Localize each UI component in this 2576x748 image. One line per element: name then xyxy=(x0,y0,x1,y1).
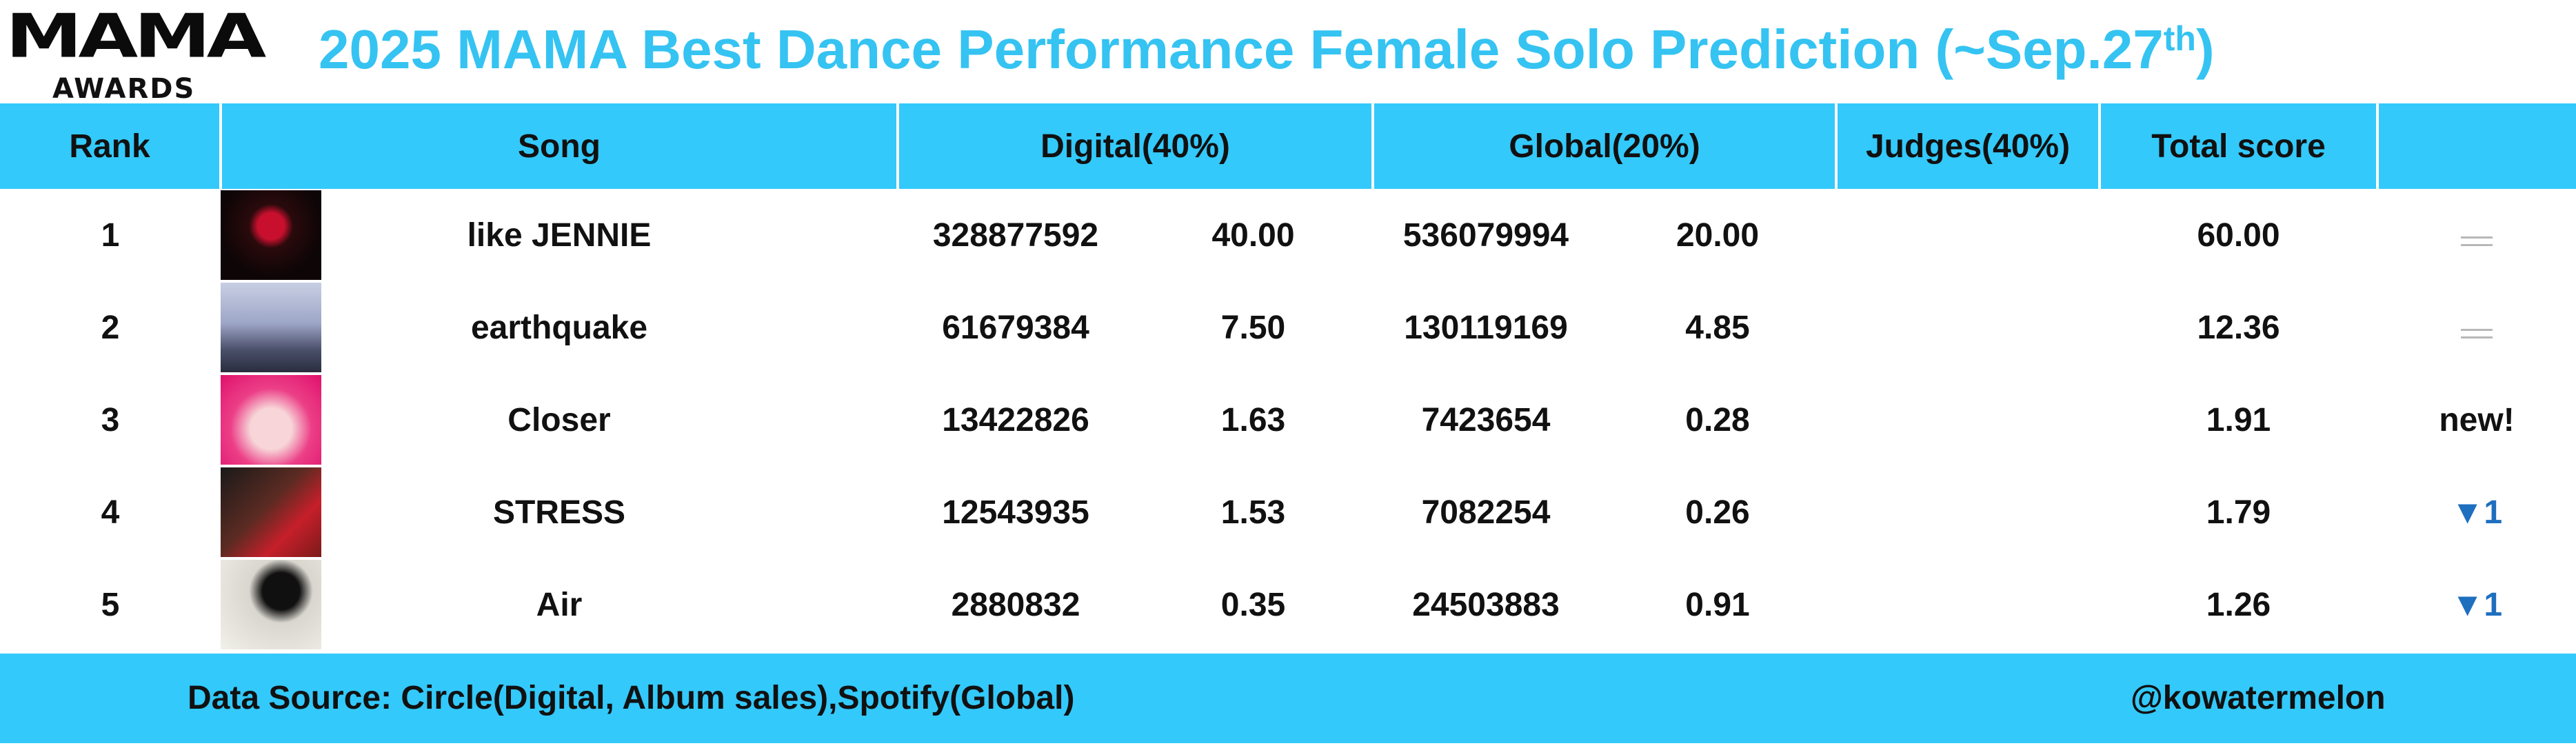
global-score-cell: 0.91 xyxy=(1685,586,1750,623)
digital-score-cell: 1.63 xyxy=(1220,401,1286,438)
global-score-cell: 4.85 xyxy=(1685,309,1750,346)
total-cell: 1.91 xyxy=(2206,401,2271,438)
album-cover-earthquake-icon xyxy=(221,283,321,372)
digital-count-cell: 13422826 xyxy=(942,401,1089,438)
global-score-cell: 0.26 xyxy=(1685,494,1750,531)
judges-cell xyxy=(1836,281,2100,374)
song-cell: STRESS xyxy=(221,466,898,558)
header-global: Global(20%) xyxy=(1371,103,1837,189)
album-cover-like-jennie-icon xyxy=(221,190,321,280)
table-row: 1 like JENNIE 328877592 40.00 536079994 20.00… xyxy=(0,189,2576,281)
global-count-cell: 7082254 xyxy=(1421,494,1551,531)
judges-cell xyxy=(1836,558,2100,651)
page-title-suffix: ) xyxy=(2195,19,2215,80)
song-cell: earthquake xyxy=(221,281,898,374)
ranking-table-container: Rank Song Digital(40%) Global(20%) Judge… xyxy=(0,103,2576,651)
author-credit: @kowatermelon xyxy=(2131,680,2386,716)
global-score-cell: 0.28 xyxy=(1685,401,1750,438)
logo-subtitle: AWARDS xyxy=(52,73,196,105)
total-cell: 60.00 xyxy=(2197,216,2280,254)
rank-cell: 2 xyxy=(101,309,120,346)
data-source-note: Data Source: Circle(Digital, Album sales… xyxy=(188,680,1075,716)
global-count-cell: 130119169 xyxy=(1404,309,1568,346)
total-cell: 1.26 xyxy=(2206,586,2271,623)
rank-down-indicator: ▼1 xyxy=(2451,494,2503,531)
judges-cell xyxy=(1836,374,2100,466)
global-count-cell: 24503883 xyxy=(1412,586,1560,623)
header-rank: Rank xyxy=(0,103,221,189)
table-row: 5 Air 2880832 0.35 24503883 0.91 1.26 ▼1 xyxy=(0,558,2576,651)
global-score-cell: 20.00 xyxy=(1676,216,1760,254)
new-entry-badge: new! xyxy=(2439,401,2515,438)
digital-count-cell: 328877592 xyxy=(932,216,1099,254)
rank-cell: 4 xyxy=(101,494,120,531)
page-title-superscript: th xyxy=(2163,19,2196,58)
song-title: Closer xyxy=(507,401,611,438)
trend-cell: ▼1 xyxy=(2377,558,2576,651)
trend-cell xyxy=(2377,281,2576,374)
album-cover-stress-icon xyxy=(221,467,321,557)
global-count-cell: 7423654 xyxy=(1421,401,1551,438)
song-title: Air xyxy=(536,586,583,623)
table-header-row: Rank Song Digital(40%) Global(20%) Judge… xyxy=(0,103,2576,189)
footer-bar: Data Source: Circle(Digital, Album sales… xyxy=(0,654,2576,743)
total-cell: 12.36 xyxy=(2197,309,2280,346)
digital-score-cell: 40.00 xyxy=(1211,216,1295,254)
song-title: earthquake xyxy=(470,309,648,346)
mama-awards-logo: MAMA AWARDS xyxy=(6,6,266,105)
header-trend xyxy=(2376,103,2576,189)
trend-cell: new! xyxy=(2377,374,2576,466)
song-cell: like JENNIE xyxy=(221,189,898,281)
digital-count-cell: 2880832 xyxy=(951,586,1080,623)
digital-score-cell: 1.53 xyxy=(1220,494,1286,531)
rank-cell: 5 xyxy=(101,586,120,623)
page-title-text: 2025 MAMA Best Dance Performance Female … xyxy=(319,19,2164,80)
header-judges: Judges(40%) xyxy=(1835,103,2100,189)
song-title: STRESS xyxy=(492,494,626,531)
digital-count-cell: 61679384 xyxy=(942,309,1089,346)
rank-cell: 1 xyxy=(101,216,120,254)
judges-cell xyxy=(1836,466,2100,558)
page-title: 2025 MAMA Best Dance Performance Female … xyxy=(319,15,2215,84)
ranking-table: Rank Song Digital(40%) Global(20%) Judge… xyxy=(0,103,2576,651)
trend-cell: ▼1 xyxy=(2377,466,2576,558)
digital-score-cell: 0.35 xyxy=(1220,586,1286,623)
no-change-icon xyxy=(2461,236,2493,246)
album-cover-closer-icon xyxy=(221,375,321,465)
rank-cell: 3 xyxy=(101,401,120,438)
digital-score-cell: 7.50 xyxy=(1220,309,1286,346)
song-cell: Closer xyxy=(221,374,898,466)
global-count-cell: 536079994 xyxy=(1402,216,1569,254)
table-row: 4 STRESS 12543935 1.53 7082254 0.26 1.79 ▼1 xyxy=(0,466,2576,558)
table-row: 2 earthquake 61679384 7.50 130119169 4.85 12.3… xyxy=(0,281,2576,374)
logo-wordmark: MAMA xyxy=(6,1,266,72)
judges-cell xyxy=(1836,189,2100,281)
rank-down-indicator: ▼1 xyxy=(2451,586,2503,623)
table-row: 3 Closer 13422826 1.63 7423654 0.28 1.91 new! xyxy=(0,374,2576,466)
album-cover-air-icon xyxy=(221,560,321,649)
table-body: 1 like JENNIE 328877592 40.00 536079994 20.00… xyxy=(0,189,2576,651)
header-digital: Digital(40%) xyxy=(896,103,1373,189)
song-cell: Air xyxy=(221,558,898,651)
total-cell: 1.79 xyxy=(2206,494,2271,531)
header-song: Song xyxy=(219,103,898,189)
song-title: like JENNIE xyxy=(467,216,652,254)
trend-cell xyxy=(2377,189,2576,281)
header-total-score: Total score xyxy=(2098,103,2378,189)
no-change-icon xyxy=(2461,328,2493,338)
digital-count-cell: 12543935 xyxy=(942,494,1089,531)
